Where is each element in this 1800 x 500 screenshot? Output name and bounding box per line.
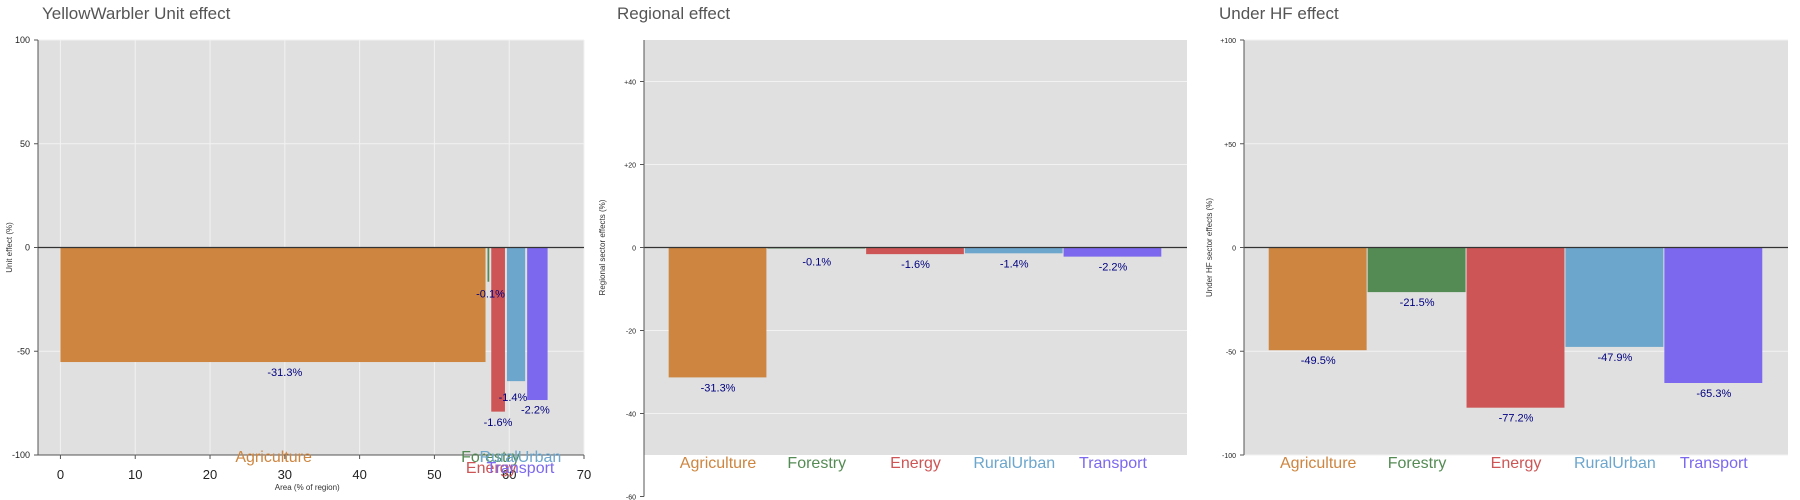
value-label: -1.6%: [901, 259, 930, 271]
x-tick-label: 60: [502, 467, 516, 482]
x-tick-label: 30: [278, 467, 292, 482]
y-tick-label: 0: [632, 246, 636, 253]
y-tick-label: -100: [12, 450, 30, 460]
x-axis-label: Area (% of region): [275, 483, 340, 492]
y-tick-label: -40: [626, 412, 636, 419]
y-tick-label: +50: [1224, 142, 1236, 149]
y-axis-label: Under HF sector effects (%): [1205, 198, 1214, 297]
category-label-energy: Energy: [890, 455, 941, 472]
y-axis-label: Unit effect (%): [5, 222, 14, 273]
bar-energy: [1466, 247, 1565, 408]
y-tick-label: 0: [1232, 246, 1236, 253]
bar-energy: [491, 247, 505, 412]
chart-title: Under HF effect: [1219, 4, 1339, 23]
category-label-energy: Energy: [466, 460, 517, 477]
bar-ruralurban: [964, 247, 1063, 254]
bar-agriculture: [60, 247, 486, 363]
bar-transport: [527, 247, 548, 401]
category-label-transport: Transport: [486, 460, 554, 477]
y-tick-label: 100: [15, 35, 30, 45]
y-tick-label: 0: [25, 243, 30, 253]
value-label: -1.6%: [484, 417, 513, 429]
x-tick-label: 50: [427, 467, 441, 482]
category-label-ruralurban: RuralUrban: [480, 449, 562, 466]
chart-title: Regional effect: [617, 4, 730, 23]
category-label-forestry: Forestry: [787, 455, 846, 472]
category-label-agriculture: Agriculture: [1280, 455, 1357, 472]
y-tick-label: -60: [626, 495, 636, 500]
category-label-transport: Transport: [1079, 455, 1147, 472]
value-label: -77.2%: [1499, 413, 1534, 425]
y-tick-label: +100: [1220, 38, 1236, 45]
panel-unit-effect: YellowWarbler Unit effect 100 50 0 -50 -100 0 1…: [5, 4, 591, 492]
y-tick-label: +40: [624, 80, 636, 87]
bar-energy: [866, 247, 964, 255]
value-label: -0.1%: [476, 288, 505, 300]
y-tick-label: -50: [1226, 349, 1236, 356]
category-label-forestry: Forestry: [1388, 455, 1447, 472]
bar-transport: [1664, 247, 1763, 383]
value-label: -2.2%: [521, 405, 550, 417]
category-label-agriculture: Agriculture: [680, 455, 757, 472]
panel-regional-effect: Regional effect +40 +20 0 -20 -40 -60 Regional …: [598, 4, 1187, 500]
bar-agriculture: [668, 247, 767, 378]
value-label: -65.3%: [1696, 388, 1731, 400]
category-label-ruralurban: RuralUrban: [1574, 455, 1656, 472]
y-tick-label: -100: [1222, 453, 1236, 460]
value-label: -31.3%: [267, 367, 302, 379]
value-label: -1.4%: [1000, 258, 1029, 270]
y-tick-label: +20: [624, 163, 636, 170]
y-tick-label: -20: [626, 329, 636, 336]
panel-under-hf-effect: Under HF effect +100 +50 0 -50 -100 Under HF s…: [1205, 4, 1788, 472]
category-label-forestry: Forestry: [461, 449, 520, 466]
x-tick-label: 10: [128, 467, 142, 482]
bar-transport: [1063, 247, 1162, 257]
x-tick-label: 20: [203, 467, 217, 482]
category-label-energy: Energy: [1491, 455, 1542, 472]
y-axis-label: Regional sector effects (%): [598, 199, 607, 295]
bar-ruralurban: [1565, 247, 1664, 347]
y-tick-label: -50: [17, 346, 30, 356]
category-label-agriculture: Agriculture: [235, 449, 312, 466]
bar-ruralurban: [506, 247, 526, 382]
value-label: -1.4%: [499, 392, 528, 404]
category-label-ruralurban: RuralUrban: [973, 455, 1055, 472]
bar-forestry: [1367, 247, 1466, 293]
category-label-transport: Transport: [1680, 455, 1748, 472]
x-tick-label: 0: [57, 467, 64, 482]
value-label: -47.9%: [1597, 352, 1632, 364]
value-label: -49.5%: [1301, 355, 1336, 367]
chart-title: YellowWarbler Unit effect: [42, 4, 231, 23]
value-label: -31.3%: [701, 382, 736, 394]
y-tick-label: 50: [20, 139, 30, 149]
value-label: -0.1%: [802, 257, 831, 269]
bar-agriculture: [1268, 247, 1367, 351]
bar-forestry: [487, 247, 490, 282]
x-tick-label: 40: [352, 467, 366, 482]
x-tick-label: 70: [577, 467, 591, 482]
value-label: -21.5%: [1400, 297, 1435, 309]
value-label: -2.2%: [1099, 262, 1128, 274]
